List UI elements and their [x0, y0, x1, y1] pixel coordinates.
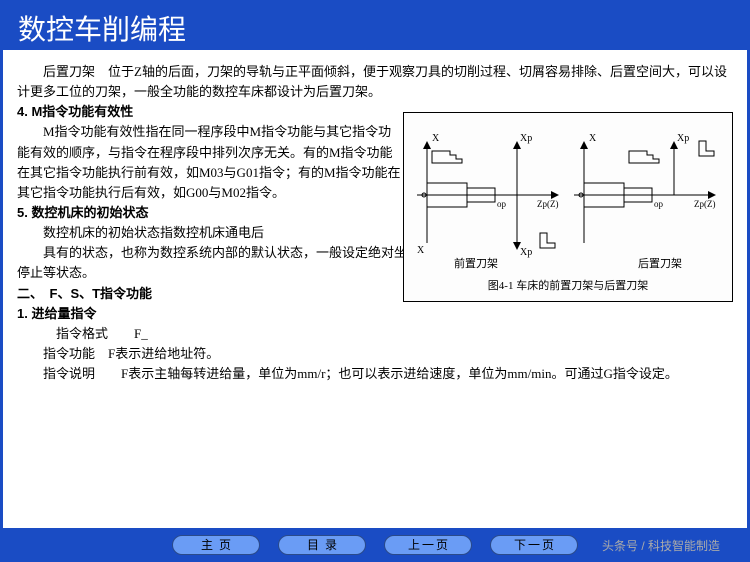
- svg-text:Xp: Xp: [520, 247, 532, 258]
- heading-1-sub: 1. 进给量指令: [17, 304, 733, 324]
- description-line: 指令说明 F表示主轴每转进给量，单位为mm/r；也可以表示进给速度，单位为mm/…: [17, 364, 733, 384]
- home-button[interactable]: 主页: [172, 535, 260, 555]
- svg-text:Zp(Z): Zp(Z): [694, 199, 716, 209]
- heading-4: 4. M指令功能有效性: [17, 102, 402, 122]
- svg-text:op: op: [497, 199, 507, 209]
- prev-button[interactable]: 上一页: [384, 535, 472, 555]
- svg-text:X: X: [432, 133, 440, 144]
- svg-text:X: X: [417, 245, 425, 256]
- footer-nav: 主页 目录 上一页 下一页 头条号 / 科技智能制造: [0, 528, 750, 558]
- heading-5: 5. 数控机床的初始状态: [17, 203, 402, 223]
- diagram-rear-tool-post: X Xp op Zp(Z): [569, 123, 724, 268]
- next-button[interactable]: 下一页: [490, 535, 578, 555]
- left-text-column: 4. M指令功能有效性 M指令功能有效性指在同一程序段中M指令功能与其它指令功能…: [17, 102, 402, 243]
- diagram-label-right: 后置刀架: [638, 256, 682, 273]
- slide-header: 数控车削编程: [0, 0, 750, 50]
- format-line: 指令格式 F_: [17, 324, 733, 344]
- figure-4-1: X Xp op Zp(Z) Xp X: [403, 112, 733, 302]
- page-title: 数控车削编程: [18, 8, 732, 48]
- toc-button[interactable]: 目录: [278, 535, 366, 555]
- watermark-text: 头条号 / 科技智能制造: [602, 537, 720, 554]
- intro-paragraph: 后置刀架 位于Z轴的后面，刀架的导轨与正平面倾斜，便于观察刀具的切削过程、切屑容…: [17, 62, 733, 102]
- svg-text:Zp(Z): Zp(Z): [537, 199, 559, 209]
- svg-text:X: X: [589, 133, 597, 144]
- diagram-front-tool-post: X Xp op Zp(Z) Xp X: [412, 123, 567, 268]
- paragraph-5a: 数控机床的初始状态指数控机床通电后: [17, 223, 402, 243]
- svg-text:op: op: [654, 199, 664, 209]
- svg-text:Xp: Xp: [520, 133, 532, 144]
- diagram-caption: 图4-1 车床的前置刀架与后置刀架: [404, 278, 732, 295]
- diagram-label-left: 前置刀架: [454, 256, 498, 273]
- content-area: 后置刀架 位于Z轴的后面，刀架的导轨与正平面倾斜，便于观察刀具的切削过程、切屑容…: [3, 50, 747, 528]
- function-line: 指令功能 F表示进给地址符。: [17, 344, 733, 364]
- paragraph-4: M指令功能有效性指在同一程序段中M指令功能与其它指令功能有效的顺序，与指令在程序…: [17, 122, 402, 203]
- svg-text:Xp: Xp: [677, 133, 689, 144]
